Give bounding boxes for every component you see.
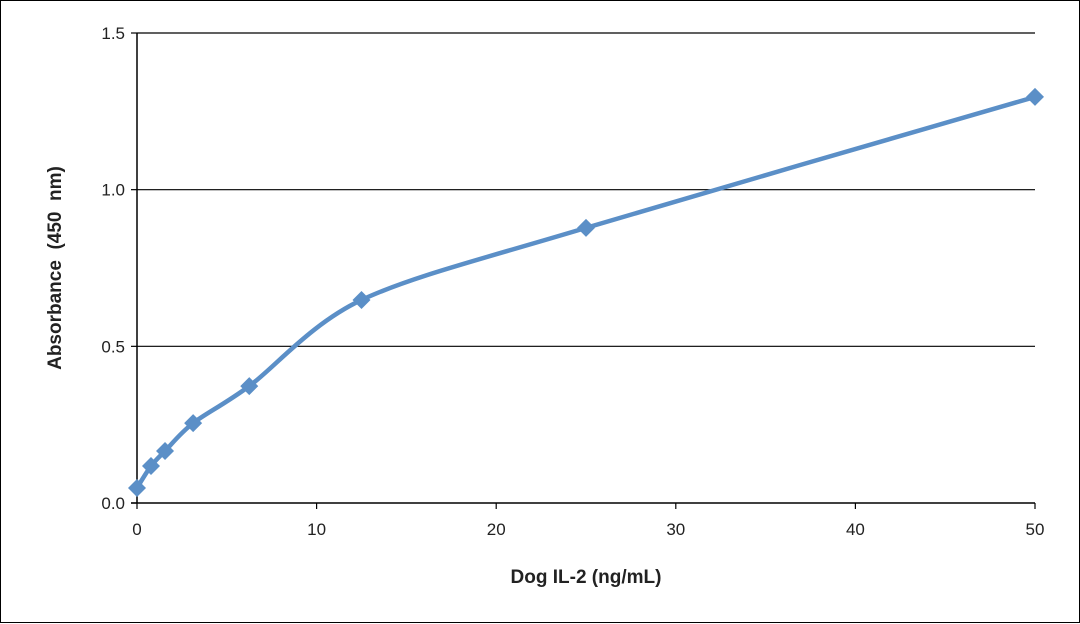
data-point-marker: [1026, 87, 1044, 106]
y-tick-label: 1.5: [101, 24, 125, 43]
data-point-marker: [156, 441, 175, 460]
x-tick-label: 20: [487, 520, 506, 539]
data-point-marker: [352, 290, 371, 309]
series-line: [135, 94, 1036, 490]
x-tick-label: 50: [1026, 520, 1045, 539]
data-point-marker: [128, 478, 146, 497]
y-tick-label: 0.0: [101, 494, 125, 513]
data-point-marker: [577, 218, 595, 237]
gridlines: [137, 32, 1035, 347]
data-point-marker: [184, 414, 203, 433]
x-tick-label: 30: [666, 520, 685, 539]
x-tick-label: 40: [846, 520, 865, 539]
x-tick-label: 0: [132, 520, 141, 539]
y-tick-label: 1.0: [101, 181, 125, 200]
tick-labels: 0.0 0.5 1.0 1.5 0 10 20 30 40 50: [101, 24, 1044, 539]
y-tick-label: 0.5: [101, 337, 125, 356]
axes: [131, 32, 1036, 509]
x-axis-label: Dog IL-2 (ng/mL): [511, 567, 662, 588]
data-point-marker: [240, 377, 259, 396]
data-point-marker: [142, 457, 161, 476]
y-axis-label: Absorbance (450 nm): [45, 166, 66, 370]
x-tick-label: 10: [307, 520, 326, 539]
series: [128, 87, 1044, 497]
